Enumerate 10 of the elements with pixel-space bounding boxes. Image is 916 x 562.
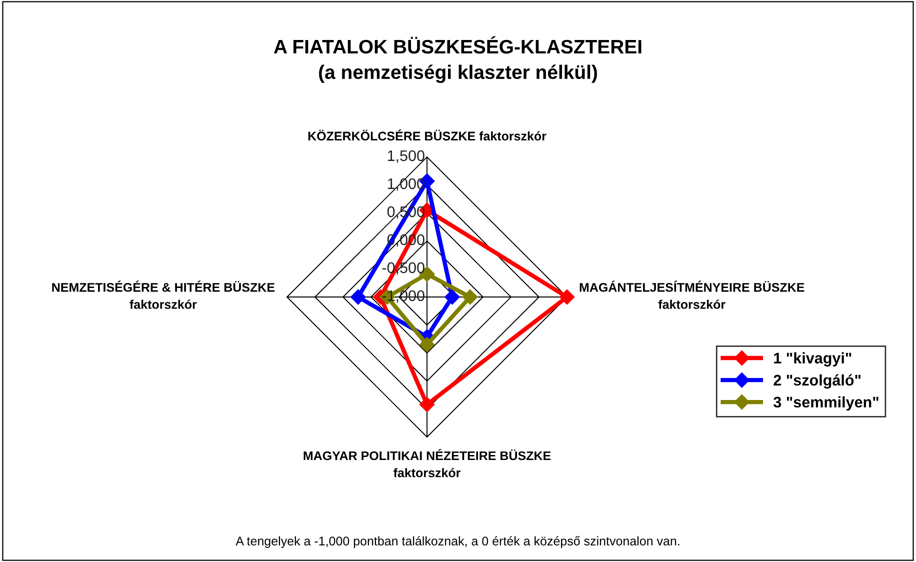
spoke-label: MAGYAR POLITIKAI NÉZETEIRE BÜSZKE faktorszkór <box>304 448 551 478</box>
text: A tengelyek a -1,000 pontban találkoznak, a 0 érték a középső szintvonalon van. <box>236 536 680 548</box>
chart-title: A FIATALOK BÜSZKESÉG-KLASZTEREI (a nemzetiségi klaszter nélkül) <box>274 36 642 83</box>
spoke-label: NEMZETISÉGÉRE & HITÉRE BÜSZKE faktorszkór <box>52 280 275 309</box>
spoke-label: MAGÁNTELJESÍTMÉNYEIRE BÜSZKE faktorszkór <box>580 280 804 309</box>
legend-label: 2 "szolgáló" <box>774 374 860 389</box>
legend-label: 1 "kivagyi" <box>774 352 852 367</box>
legend-label: 3 "semmilyen" <box>774 396 878 411</box>
spoke-label: KÖZERKÖLCSÉRE BÜSZKE faktorszkór <box>308 129 546 141</box>
y-tick-label: 1,500 <box>388 150 424 163</box>
